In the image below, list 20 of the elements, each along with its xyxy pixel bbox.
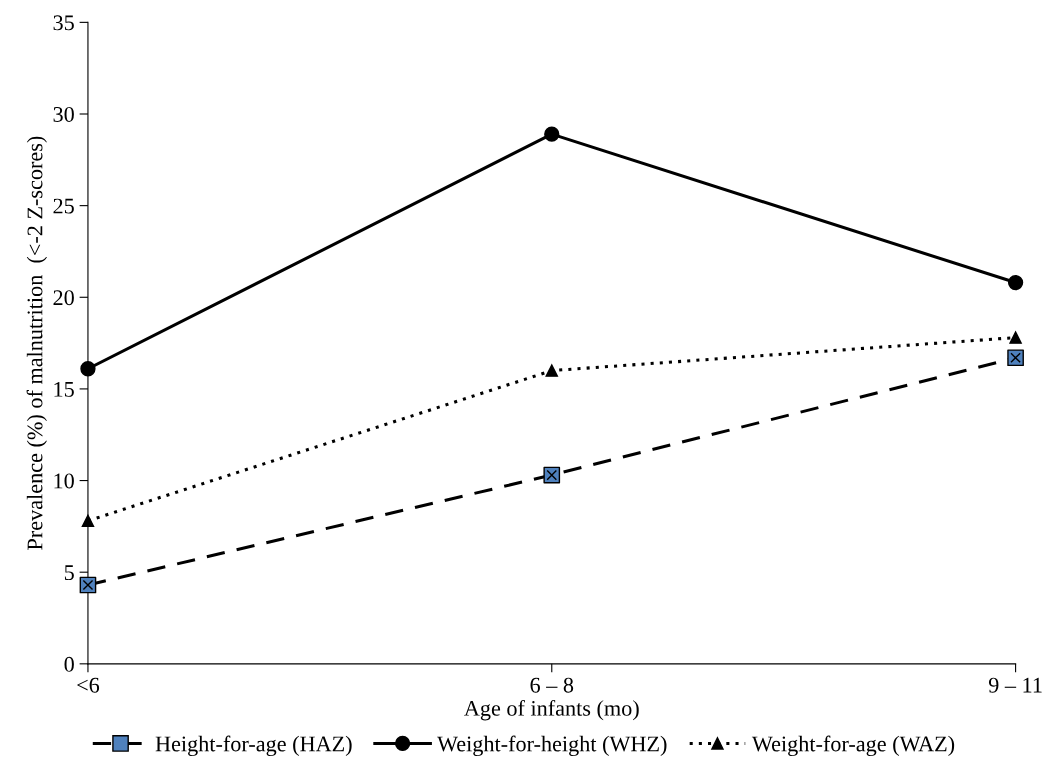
point bbox=[1009, 331, 1022, 344]
legend-label: Height-for-age (HAZ) bbox=[155, 735, 352, 757]
point bbox=[545, 364, 559, 377]
point bbox=[544, 126, 560, 142]
legend-label: Weight-for-age (WAZ) bbox=[751, 735, 955, 757]
y-tick-label: 5 bbox=[64, 565, 74, 581]
y-tick-label: 20 bbox=[53, 290, 74, 306]
legend-label: Weight-for-height (WHZ) bbox=[437, 735, 667, 757]
point bbox=[1007, 274, 1024, 291]
y-tick-label: 15 bbox=[54, 381, 74, 397]
y-tick-label: 35 bbox=[53, 15, 74, 31]
y-tick-label: 10 bbox=[54, 473, 74, 489]
x-tick-label: 6 – 8 bbox=[530, 677, 574, 693]
x-axis-title: Age of infants (mo) bbox=[464, 699, 639, 721]
y-tick-label: 0 bbox=[64, 656, 74, 672]
y-tick-label: 25 bbox=[53, 198, 74, 214]
x-tick-label: 9 – 11 bbox=[988, 677, 1042, 693]
y-axis-title: Prevalence (%) of malnutrition (<-2 Z-scores) bbox=[26, 136, 47, 550]
y-tick-label: 30 bbox=[53, 106, 74, 122]
x-tick-label: <6 bbox=[77, 677, 100, 693]
